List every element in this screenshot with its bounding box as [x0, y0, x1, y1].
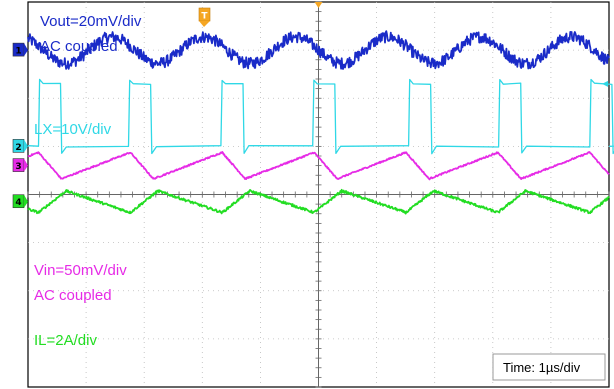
- channel-marker-number: 1: [15, 47, 21, 57]
- trigger-marker: T: [198, 2, 608, 87]
- channel-label-il: IL=2A/div: [34, 332, 97, 349]
- channel-marker-number: 4: [15, 198, 21, 208]
- timebase-label: Time: 1µs/div: [503, 360, 581, 375]
- channel-marker-arrow: [24, 43, 28, 57]
- channel-marker-arrow: [24, 139, 28, 153]
- trace-il: [27, 188, 610, 215]
- trace-lx: [27, 78, 614, 155]
- channel-label-vout: Vout=20mV/div: [40, 13, 142, 30]
- channel-label-vin: AC coupled: [34, 287, 112, 304]
- trigger-marker-arrow: [199, 21, 210, 27]
- channel-label-vin: Vin=50mV/div: [34, 262, 127, 279]
- timebase-box-frame: [492, 353, 606, 381]
- channel-marker-number: 3: [15, 162, 21, 172]
- graticule: [27, 1, 610, 388]
- channel-marker-number: 2: [15, 143, 21, 153]
- channel-marker-arrow: [24, 158, 28, 172]
- trace-vout: [27, 30, 610, 70]
- channel-label-lx: LX=10V/div: [34, 121, 112, 138]
- trigger-position-marker: [314, 2, 323, 8]
- timebase-box: Time: 1µs/div: [492, 353, 606, 381]
- trigger-marker-label: T: [201, 12, 208, 22]
- channel-marker-arrow: [24, 194, 28, 208]
- channel-markers: 1 2 3 4: [12, 42, 28, 208]
- channel-label-vout: AC coupled: [40, 38, 118, 55]
- trigger-level-arrow: [602, 80, 608, 87]
- channel-labels: Vout=20mV/div AC coupled LX=10V/div Vin=50m…: [34, 13, 142, 349]
- waveform-traces: [27, 30, 614, 215]
- trace-vin: [27, 151, 610, 181]
